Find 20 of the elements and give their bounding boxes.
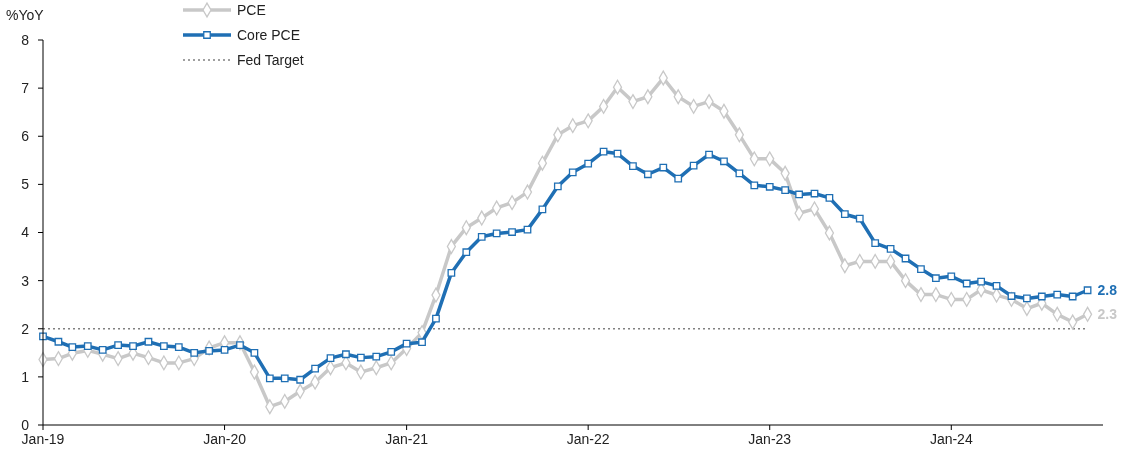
y-axis-title: %YoY: [6, 7, 45, 23]
y-tick-label: 4: [21, 224, 30, 241]
x-tick-label: Jan-21: [385, 431, 429, 447]
y-tick-label: 1: [21, 368, 30, 385]
legend-label: Core PCE: [237, 26, 301, 43]
x-tick-label: Jan-22: [566, 431, 610, 447]
legend-label: PCE: [237, 1, 266, 18]
x-tick-label: Jan-24: [929, 431, 973, 447]
legend-label: Fed Target: [237, 51, 304, 68]
y-tick-label: 7: [21, 80, 30, 97]
x-tick-label: Jan-19: [21, 431, 65, 447]
y-tick-label: 0: [21, 416, 30, 433]
annotation: 2.8: [1097, 282, 1118, 299]
y-tick-label: 3: [21, 272, 30, 289]
x-tick-label: Jan-20: [203, 431, 247, 447]
x-tick-label: Jan-23: [748, 431, 792, 447]
y-tick-label: 8: [21, 31, 30, 48]
y-tick-label: 2: [21, 320, 30, 337]
y-tick-label: 6: [21, 128, 30, 145]
y-tick-label: 5: [21, 176, 30, 193]
